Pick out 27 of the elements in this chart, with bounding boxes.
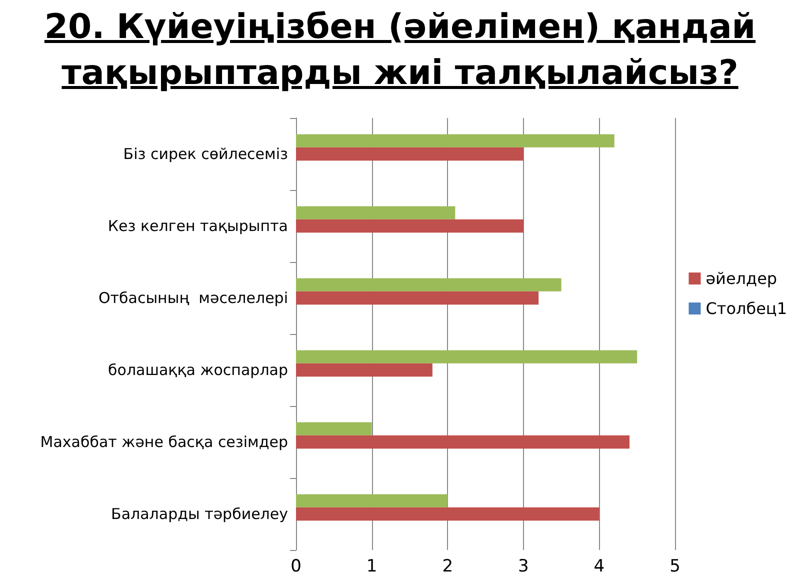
y-tick-label: Біз сирек сөйлесеміз xyxy=(123,145,288,163)
bar xyxy=(296,278,562,292)
bar xyxy=(296,206,456,220)
bar xyxy=(296,350,638,364)
chart-title: 20. Күйеуіңізбен (әйелімен) қандай тақырыптарды жиі талқылайсыз? xyxy=(43,6,757,95)
bar xyxy=(296,291,539,305)
x-tick-label: 3 xyxy=(518,556,529,576)
bar xyxy=(296,134,614,148)
bar xyxy=(296,494,448,508)
bar xyxy=(296,507,600,521)
legend-label: Столбец1 xyxy=(706,299,788,318)
y-tick-label: Махаббат және басқа сезімдер xyxy=(40,433,288,451)
x-tick-label: 5 xyxy=(670,556,680,576)
y-tick-label: Кез келген тақырыпта xyxy=(108,217,288,235)
bar xyxy=(296,435,630,449)
x-tick-label: 4 xyxy=(594,556,605,576)
bar xyxy=(296,363,432,377)
bar xyxy=(296,422,372,436)
y-tick-label: Балаларды тәрбиелеу xyxy=(111,505,288,523)
bar xyxy=(296,147,524,161)
legend-label: әйелдер xyxy=(706,269,778,288)
y-tick-label: Отбасының мәселелері xyxy=(98,289,288,307)
y-tick-label: болашаққа жоспарлар xyxy=(108,361,288,379)
x-tick-label: 2 xyxy=(442,556,454,576)
bar xyxy=(296,219,524,233)
x-tick-label: 1 xyxy=(366,556,378,576)
x-tick-label: 0 xyxy=(290,556,302,576)
